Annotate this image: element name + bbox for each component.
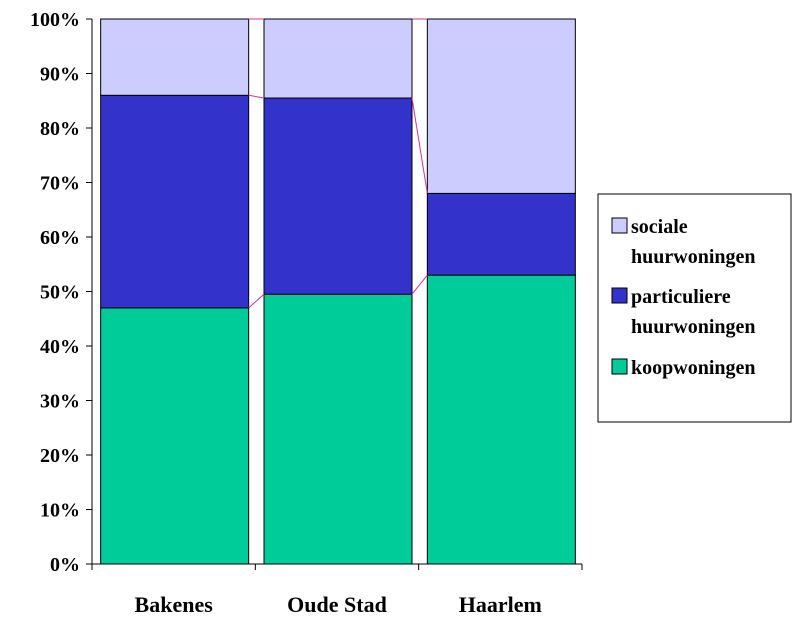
y-tick-label: 70% <box>40 173 80 195</box>
bars-layer <box>101 19 576 564</box>
series-line-0-1 <box>412 275 427 294</box>
bar-particuliere-huurwoningen-haarlem <box>427 193 575 275</box>
legend: sociale huurwoningen particuliere huurwonin… <box>598 194 791 422</box>
bar-sociale-huurwoningen-haarlem <box>427 19 575 193</box>
x-tick-label: Bakenes <box>135 592 214 617</box>
y-tick-label: 50% <box>40 282 80 304</box>
y-tick-label: 40% <box>40 336 80 358</box>
x-tick-label: Haarlem <box>459 592 542 617</box>
bar-sociale-huurwoningen-bakenes <box>101 19 249 95</box>
legend-label: huurwoningen <box>631 246 756 268</box>
bar-sociale-huurwoningen-oude-stad <box>264 19 412 98</box>
y-tick-label: 0% <box>50 554 80 576</box>
legend-swatch <box>612 359 627 374</box>
series-line-1-1 <box>412 98 427 193</box>
bar-koopwoningen-haarlem <box>427 275 575 564</box>
legend-label: huurwoningen <box>631 316 756 338</box>
y-tick-label: 90% <box>40 64 80 86</box>
legend-swatch <box>612 218 627 233</box>
legend-label: koopwoningen <box>631 357 756 379</box>
y-tick-label: 30% <box>40 391 80 413</box>
y-tick-label: 20% <box>40 445 80 467</box>
bar-koopwoningen-oude-stad <box>264 294 412 564</box>
legend-label: particuliere <box>631 286 731 308</box>
y-tick-label: 100% <box>30 9 80 31</box>
bar-particuliere-huurwoningen-bakenes <box>101 95 249 308</box>
y-tick-label: 80% <box>40 118 80 140</box>
y-tick-label: 60% <box>40 227 80 249</box>
bar-particuliere-huurwoningen-oude-stad <box>264 98 412 294</box>
legend-label: sociale <box>631 216 688 238</box>
x-tick-label: Oude Stad <box>287 592 387 617</box>
bar-koopwoningen-bakenes <box>101 308 249 564</box>
legend-swatch <box>612 288 627 303</box>
y-tick-label: 10% <box>40 500 80 522</box>
series-line-1-0 <box>249 95 264 98</box>
series-line-0-0 <box>249 294 264 308</box>
